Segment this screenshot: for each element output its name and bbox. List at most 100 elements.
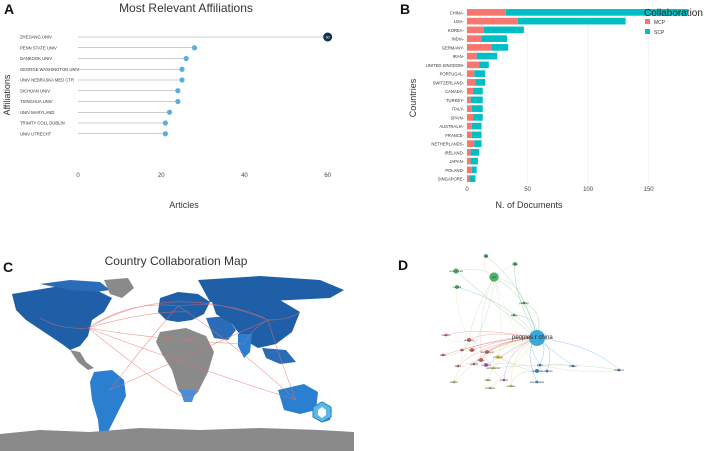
- affiliation-tick-label: TRINITY COLL DUBLIN: [20, 121, 65, 126]
- collab-link: [87, 327, 245, 345]
- network-node-label: switzerland: [481, 350, 495, 354]
- bar-segment-scp: [470, 157, 478, 165]
- network-node-label: south korea: [449, 269, 463, 273]
- collab-link: [87, 304, 179, 329]
- lollipop-dot: [166, 109, 173, 115]
- network-node: [460, 348, 464, 352]
- network-edge: [539, 364, 620, 373]
- x-tick-label: 150: [644, 187, 655, 193]
- bar-segment-mcp: [467, 96, 471, 104]
- map-logo: [312, 401, 332, 423]
- network-node: [535, 380, 539, 384]
- network-edge: [493, 276, 538, 339]
- network-edge: [493, 276, 538, 372]
- legend-label-mcp: MCP: [654, 20, 666, 26]
- network-node: [509, 384, 513, 388]
- bar-segment-scp: [471, 131, 482, 139]
- bar-segment-scp: [474, 140, 482, 147]
- network-node: [441, 353, 445, 357]
- bar-segment-mcp: [467, 79, 476, 86]
- map-southeast-asia: [262, 348, 296, 364]
- country-tick-label: CANADA-: [445, 89, 464, 94]
- network-node: [484, 254, 488, 258]
- lollipop-dot: [179, 66, 185, 72]
- collab-link: [177, 305, 297, 401]
- network-edge: [492, 364, 620, 371]
- network-node: [472, 362, 476, 366]
- world-map: [0, 276, 354, 451]
- network-edge: [536, 337, 620, 371]
- country-tick-label: ITALY-: [452, 107, 465, 112]
- network-node-label: taiwan: [569, 364, 577, 368]
- bar-segment-scp: [481, 35, 507, 42]
- network-edges: [442, 255, 620, 389]
- network-node: [489, 272, 499, 282]
- map-south-america: [90, 370, 126, 440]
- bar-segment-scp: [469, 175, 476, 182]
- collab-link: [109, 319, 269, 391]
- network-node: [491, 366, 495, 370]
- affiliation-tick-label: SICHUAN UNIV: [20, 88, 50, 93]
- country-tick-label: IRELAND-: [444, 150, 464, 155]
- network-node-label: thailand: [614, 368, 624, 372]
- bar-segment-scp: [471, 166, 477, 174]
- map-north-america: [12, 286, 112, 350]
- map-india: [238, 334, 252, 358]
- bar-segment-scp: [476, 52, 498, 60]
- network-node-label: portugal: [493, 355, 503, 359]
- chart-a-title: Most Relevant Affiliations: [119, 1, 253, 15]
- bar-segment-scp: [471, 122, 482, 130]
- collab-link: [267, 319, 297, 401]
- lollipop-dot: [162, 120, 168, 126]
- lollipop-dot: [175, 88, 181, 94]
- network-node: [467, 338, 471, 342]
- chart-b-xlabel: N. of Documents: [495, 200, 563, 210]
- panel-letter-d: D: [398, 257, 408, 273]
- legend-swatch-mcp: [645, 19, 650, 24]
- network-node-label: germany: [464, 338, 475, 342]
- x-tick-label: 50: [524, 187, 531, 193]
- network-node-label: egypt: [511, 313, 518, 317]
- collab-link: [87, 301, 269, 329]
- network-edge: [468, 339, 482, 361]
- network-node-label: japan: [536, 363, 544, 367]
- country-tick-label: AUSTRALIA-: [439, 124, 464, 129]
- network-node: [512, 313, 516, 317]
- collab-link: [39, 317, 89, 329]
- country-tick-label: IRAN-: [453, 54, 465, 59]
- network-node: [479, 358, 483, 362]
- bar-segment-scp: [473, 87, 483, 95]
- country-tick-label: SWITZERLAND-: [433, 80, 465, 85]
- bar-segment-mcp: [467, 149, 471, 156]
- network-node: [522, 301, 526, 305]
- affiliation-tick-label: TSINGHUA UNIV: [20, 99, 53, 104]
- network-node: [484, 363, 488, 367]
- network-edge: [468, 333, 538, 341]
- country-tick-label: USA-: [454, 19, 465, 24]
- collab-link: [267, 311, 301, 321]
- collab-link: [109, 305, 179, 391]
- affiliation-tick-label: UNIV NEBRASKA MED CTR: [20, 78, 74, 83]
- panel-a-affiliations-chart: A Most Relevant Affiliations Articles Af…: [2, 1, 333, 210]
- affiliation-tick-label: GEORGE WASHINGTON UNIV: [20, 67, 80, 72]
- map-south-africa: [180, 390, 196, 402]
- network-node-label: brazil: [455, 364, 462, 368]
- map-africa: [156, 328, 214, 402]
- network-node-label: singapore: [541, 369, 553, 373]
- network-node-label: india: [512, 262, 518, 266]
- network-node: [538, 363, 542, 367]
- network-edge: [453, 337, 538, 383]
- network-edge: [473, 337, 538, 365]
- bar-segment-scp: [473, 114, 483, 121]
- network-node: [488, 386, 492, 390]
- bar-segment-scp: [471, 105, 483, 112]
- network-node-label: england: [481, 363, 491, 367]
- map-greenland: [104, 278, 134, 298]
- country-tick-label: PORTUGAL-: [440, 72, 465, 77]
- panel-c-collaboration-map: C Country Collaboration Map: [0, 254, 354, 451]
- network-node-label: sweden: [442, 333, 451, 337]
- bar-segment-mcp: [467, 175, 470, 182]
- collab-link: [87, 311, 191, 329]
- network-node-label: italy: [484, 254, 489, 258]
- bar-segment-scp: [505, 9, 688, 16]
